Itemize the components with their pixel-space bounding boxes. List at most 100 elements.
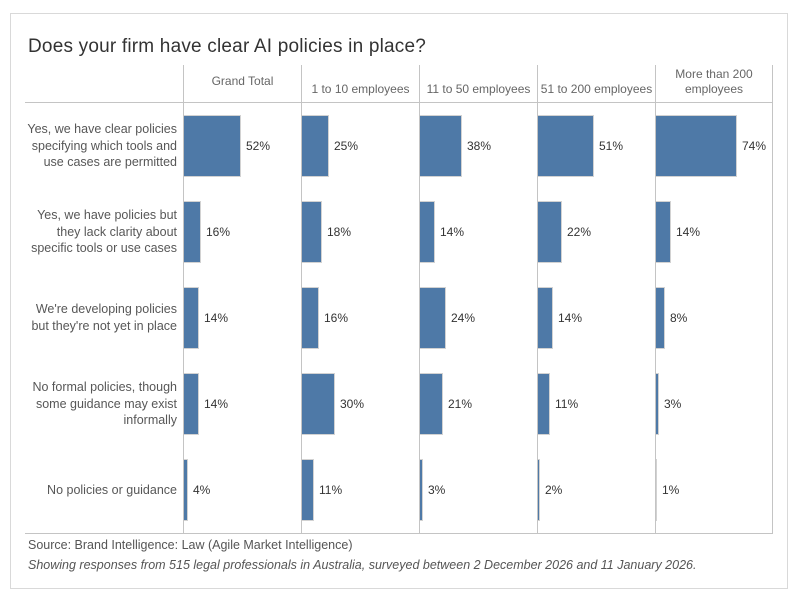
bar — [302, 373, 335, 435]
bar — [538, 287, 553, 349]
bar-value-label: 21% — [448, 397, 473, 411]
bar — [302, 459, 314, 521]
row-panels: 4% 11% 3% 2% 1% — [183, 447, 773, 533]
bar — [184, 201, 201, 263]
row-panels: 16% 18% 14% 22% 14% — [183, 189, 773, 275]
column-header-label: Grand Total — [211, 74, 274, 88]
bar-panel: 51% — [537, 103, 655, 189]
bar — [302, 115, 329, 177]
chart-body: Yes, we have clear policies specifying w… — [25, 103, 773, 534]
row-label: No policies or guidance — [47, 482, 177, 497]
bar-panel: 14% — [183, 275, 301, 361]
bar-panel: 14% — [183, 361, 301, 447]
bar-value-label: 11% — [319, 483, 343, 497]
row-panels: 14% 30% 21% 11% 3% — [183, 361, 773, 447]
chart-footer: Source: Brand Intelligence: Law (Agile M… — [28, 536, 696, 575]
bar — [656, 115, 737, 177]
column-headers: Grand Total 1 to 10 employees 11 to 50 e… — [25, 65, 773, 103]
bar — [656, 201, 671, 263]
bar — [420, 459, 423, 521]
row-label: Yes, we have policies but they lack clar… — [31, 207, 177, 256]
bar-panel: 74% — [655, 103, 773, 189]
chart-frame: Does your firm have clear AI policies in… — [10, 13, 788, 589]
column-header: More than 200 employees — [655, 65, 773, 102]
row-panels: 14% 16% 24% 14% 8% — [183, 275, 773, 361]
bar-value-label: 14% — [558, 311, 583, 325]
bar-panel: 11% — [537, 361, 655, 447]
bar-value-label: 16% — [324, 311, 349, 325]
bar — [184, 115, 241, 177]
row-label-spacer — [25, 65, 183, 102]
bar-value-label: 1% — [662, 483, 680, 497]
column-header: 11 to 50 employees — [419, 65, 537, 102]
row-panels: 52% 25% 38% 51% 74% — [183, 103, 773, 189]
bar — [538, 373, 550, 435]
bar-panel: 38% — [419, 103, 537, 189]
bar-value-label: 51% — [599, 139, 624, 153]
bar-value-label: 2% — [545, 483, 563, 497]
row-label: We're developing policies but they're no… — [31, 302, 177, 333]
bar-panel: 25% — [301, 103, 419, 189]
bar-panel: 14% — [537, 275, 655, 361]
bar-panel: 14% — [419, 189, 537, 275]
bar-panel: 21% — [419, 361, 537, 447]
bar-panel: 16% — [301, 275, 419, 361]
bar — [302, 287, 319, 349]
bar-value-label: 3% — [664, 397, 682, 411]
bar-panel: 14% — [655, 189, 773, 275]
bar-value-label: 18% — [327, 225, 352, 239]
category-row: Yes, we have clear policies specifying w… — [25, 103, 773, 189]
chart-title: Does your firm have clear AI policies in… — [28, 36, 427, 57]
bar-value-label: 24% — [451, 311, 476, 325]
bar-value-label: 4% — [193, 483, 211, 497]
column-header: Grand Total — [183, 65, 301, 102]
bar-panel: 4% — [183, 447, 301, 533]
row-label: No formal policies, though some guidance… — [32, 379, 177, 428]
bar — [656, 287, 665, 349]
column-header-label: 1 to 10 employees — [311, 82, 410, 96]
bar-panel: 8% — [655, 275, 773, 361]
bar-value-label: 74% — [742, 139, 767, 153]
bar-value-label: 38% — [467, 139, 492, 153]
bar — [302, 201, 322, 263]
bar-panel: 18% — [301, 189, 419, 275]
row-label: Yes, we have clear policies specifying w… — [27, 121, 177, 170]
bar-value-label: 8% — [670, 311, 688, 325]
bar-value-label: 16% — [206, 225, 231, 239]
bar-value-label: 14% — [204, 311, 229, 325]
bar — [184, 459, 188, 521]
bar — [184, 373, 199, 435]
bar-panel: 22% — [537, 189, 655, 275]
bar — [420, 287, 446, 349]
bar-panel: 11% — [301, 447, 419, 533]
bar-value-label: 25% — [334, 139, 359, 153]
category-row: No formal policies, though some guidance… — [25, 361, 773, 447]
bar — [538, 115, 594, 177]
column-header-label: More than 200 employees — [675, 67, 753, 96]
category-row: No policies or guidance 4% 11% 3% 2% 1% — [25, 447, 773, 533]
bar-value-label: 22% — [567, 225, 592, 239]
bar-panel: 52% — [183, 103, 301, 189]
bar — [538, 201, 562, 263]
column-header-label: 51 to 200 employees — [540, 82, 653, 96]
bar-value-label: 52% — [246, 139, 271, 153]
bar — [656, 459, 657, 521]
category-row: Yes, we have policies but they lack clar… — [25, 189, 773, 275]
bar — [420, 201, 435, 263]
bar-panel: 3% — [655, 361, 773, 447]
bar-value-label: 3% — [428, 483, 446, 497]
column-header-label: 11 to 50 employees — [426, 82, 531, 96]
bar — [538, 459, 540, 521]
survey-note: Showing responses from 515 legal profess… — [28, 557, 697, 572]
bar-panel: 2% — [537, 447, 655, 533]
column-header: 1 to 10 employees — [301, 65, 419, 102]
bar-value-label: 14% — [676, 225, 701, 239]
bar-panel: 16% — [183, 189, 301, 275]
bar-value-label: 11% — [555, 397, 579, 411]
source-caption: Source: Brand Intelligence: Law (Agile M… — [28, 538, 353, 553]
bar-panel: 30% — [301, 361, 419, 447]
bar-value-label: 30% — [340, 397, 365, 411]
bar-panel: 3% — [419, 447, 537, 533]
chart-area: Grand Total 1 to 10 employees 11 to 50 e… — [25, 65, 773, 534]
bar — [420, 373, 443, 435]
